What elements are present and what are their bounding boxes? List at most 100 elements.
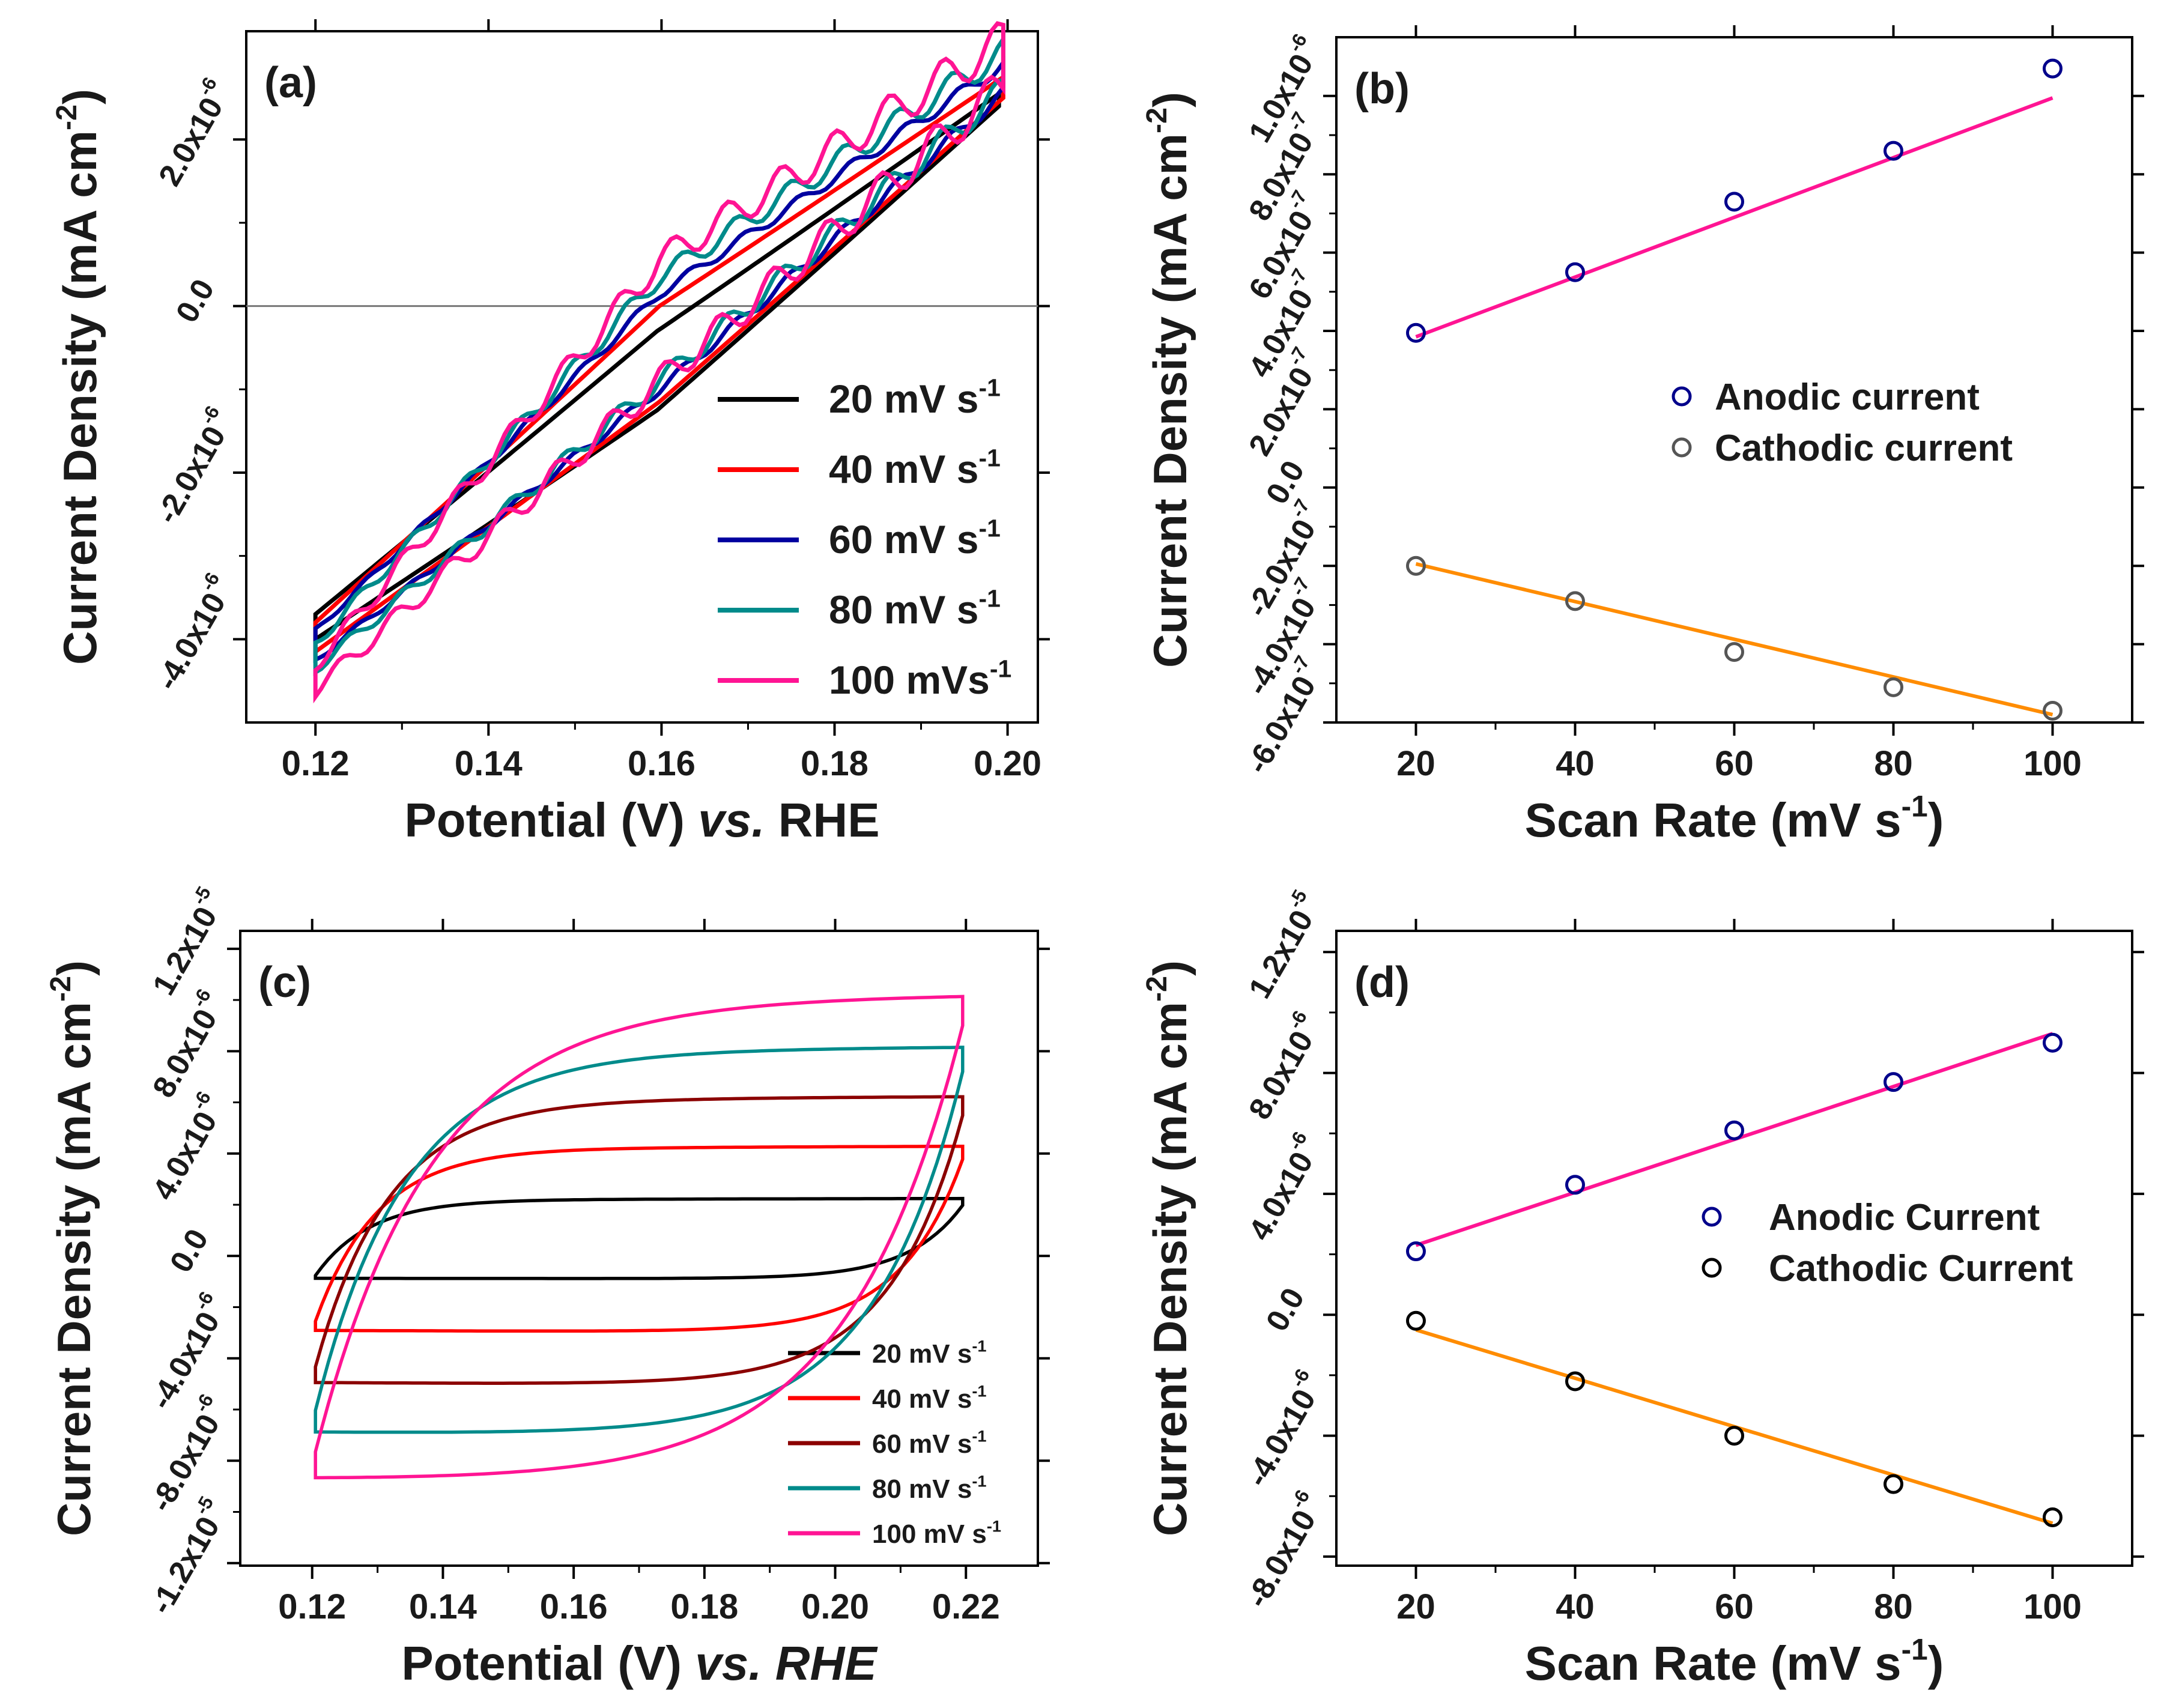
x-tick-label: 0.18	[801, 744, 868, 783]
x-tick-label: 20	[1396, 1587, 1435, 1626]
plot-frame	[245, 30, 1039, 724]
y-axis-label: Current Density (mA cm-2)	[50, 89, 106, 665]
y-tick-label: 4.0x10-6	[140, 1088, 232, 1206]
panel-a: 0.12 0.14 0.16 0.18 0.20 -4.0x10-6 -2.0x10-6 0.…	[50, 19, 1050, 847]
legend-label: Cathodic current	[1715, 428, 2013, 469]
data-point	[1565, 1371, 1585, 1392]
panel-label: (a)	[264, 59, 317, 107]
data-point	[1884, 141, 1903, 161]
data-point	[2043, 1032, 2062, 1053]
panel-label: (b)	[1354, 65, 1410, 113]
x-tick-label: 20	[1396, 744, 1435, 783]
x-tick-label: 0.16	[540, 1587, 608, 1626]
panel-label: (d)	[1354, 958, 1410, 1007]
x-tick-label: 0.22	[932, 1587, 1000, 1626]
x-tick-label: 40	[1556, 744, 1595, 783]
y-tick-label: -1.2x10-5	[138, 1492, 235, 1620]
cv-curve	[314, 995, 965, 1480]
y-axis-label: Current Density (mA cm-2)	[44, 960, 100, 1536]
legend-label: 40 mV s-1	[829, 444, 1001, 491]
x-tick-label: 100	[2023, 744, 2082, 783]
x-tick-label: 0.20	[801, 1587, 869, 1626]
panel-d: 20 40 60 80 100 -8.0x10-6-4.0x10-6 0.0 4.0x10-6…	[1141, 886, 2144, 1690]
legend-label: 20 mV s-1	[829, 374, 1001, 421]
x-tick-label: 0.12	[278, 1587, 346, 1626]
y-tick-label: -8.0x10-6	[138, 1390, 235, 1518]
legend-label: Cathodic Current	[1769, 1248, 2073, 1289]
y-tick-label: 1.2x10-5	[1236, 886, 1329, 1004]
x-axis-label: Scan Rate (mV s-1)	[1525, 789, 1944, 847]
data-point	[1565, 262, 1585, 282]
x-tick-label: 80	[1874, 1587, 1913, 1626]
y-tick-label: 8.0x10-6	[140, 985, 232, 1103]
cv-curve	[314, 1196, 965, 1280]
y-tick-label: 8.0x10-6	[1236, 1007, 1329, 1125]
cv-curve	[314, 1046, 965, 1434]
x-tick-label: 40	[1556, 1587, 1595, 1626]
data-point	[1884, 1072, 1903, 1092]
x-tick-label: 100	[2023, 1587, 2082, 1626]
legend-marker	[1671, 386, 1692, 407]
data-point	[1884, 1474, 1903, 1494]
y-tick-label: 2.0x10-6	[146, 73, 238, 192]
data-point	[1724, 192, 1744, 212]
x-tick-label: 0.14	[409, 1587, 477, 1626]
y-tick-label: 0.0	[169, 273, 221, 329]
y-tick-label: -4.0x10-6	[1234, 1365, 1332, 1492]
legend-label: 60 mV s-1	[872, 1427, 987, 1459]
legend-label: 20 mV s-1	[872, 1337, 987, 1369]
panel-c: 0.12 0.14 0.16 0.18 0.20 0.22 -1.2x10-5-8.0x10…	[44, 883, 1050, 1690]
legend-marker	[1671, 437, 1692, 458]
x-tick-label: 60	[1715, 1587, 1754, 1626]
legend-label: 80 mV s-1	[829, 584, 1001, 632]
data-point	[2043, 700, 2062, 721]
legend-label: Anodic Current	[1769, 1197, 2040, 1238]
fit-line	[1415, 96, 2053, 339]
data-point	[1406, 1310, 1426, 1331]
data-point	[1565, 591, 1585, 611]
data-point	[1884, 677, 1903, 697]
y-axis-label: Current Density (mA cm-2)	[1141, 92, 1196, 668]
data-point	[1406, 556, 1426, 576]
x-tick-label: 0.18	[670, 1587, 738, 1626]
legend-marker	[1702, 1207, 1722, 1227]
legend-label: 100 mVs-1	[829, 655, 1011, 702]
legend-label: 40 mV s-1	[872, 1382, 987, 1414]
cv-curve	[313, 21, 1005, 704]
legend-label: Anodic current	[1715, 377, 1980, 418]
data-point	[1565, 1175, 1585, 1195]
y-tick-label: -8.0x10-6	[1234, 1486, 1332, 1613]
x-axis-label: Potential (V) vs. RHE	[404, 793, 879, 847]
y-tick-label: -2.0x10-7	[1234, 495, 1332, 623]
panel-b: 20 40 60 80 100-6.0x10-7-4.0x10-7-2.0x10-70.…	[1141, 25, 2144, 847]
x-tick-label: 0.20	[974, 744, 1041, 783]
y-tick-label: -4.0x10-6	[144, 569, 241, 696]
y-tick-label: -2.0x10-6	[144, 402, 241, 529]
data-point	[1406, 1241, 1426, 1262]
y-tick-label: 1.2x10-5	[140, 883, 232, 1001]
y-tick-label: 1.0x10-6	[1236, 30, 1329, 148]
data-point	[1724, 1120, 1744, 1140]
cv-curve	[314, 1095, 965, 1385]
legend-marker	[1702, 1258, 1722, 1278]
legend-label: 60 mV s-1	[829, 514, 1001, 562]
data-point	[2043, 58, 2062, 79]
y-tick-label: 0.0	[1259, 1282, 1311, 1337]
x-tick-label: 80	[1874, 744, 1913, 783]
data-point	[1724, 1426, 1744, 1446]
y-axis-label: Current Density (mA cm-2)	[1141, 960, 1196, 1536]
x-tick-label: 0.14	[455, 744, 523, 783]
fit-line	[1415, 562, 2053, 716]
x-axis-label: Potential (V) vs. RHE	[401, 1637, 878, 1690]
y-tick-label: -4.0x10-6	[138, 1288, 235, 1415]
data-point	[1406, 323, 1426, 343]
x-axis-label: Scan Rate (mV s-1)	[1525, 1632, 1944, 1690]
y-tick-label: 4.0x10-6	[1236, 1128, 1329, 1246]
data-point	[1724, 642, 1744, 662]
y-tick-label: 0.0	[163, 1223, 215, 1279]
legend-label: 100 mV s-1	[872, 1517, 1001, 1549]
cv-curve	[314, 1144, 965, 1333]
legend-label: 80 mV s-1	[872, 1472, 987, 1504]
x-tick-label: 0.12	[282, 744, 350, 783]
